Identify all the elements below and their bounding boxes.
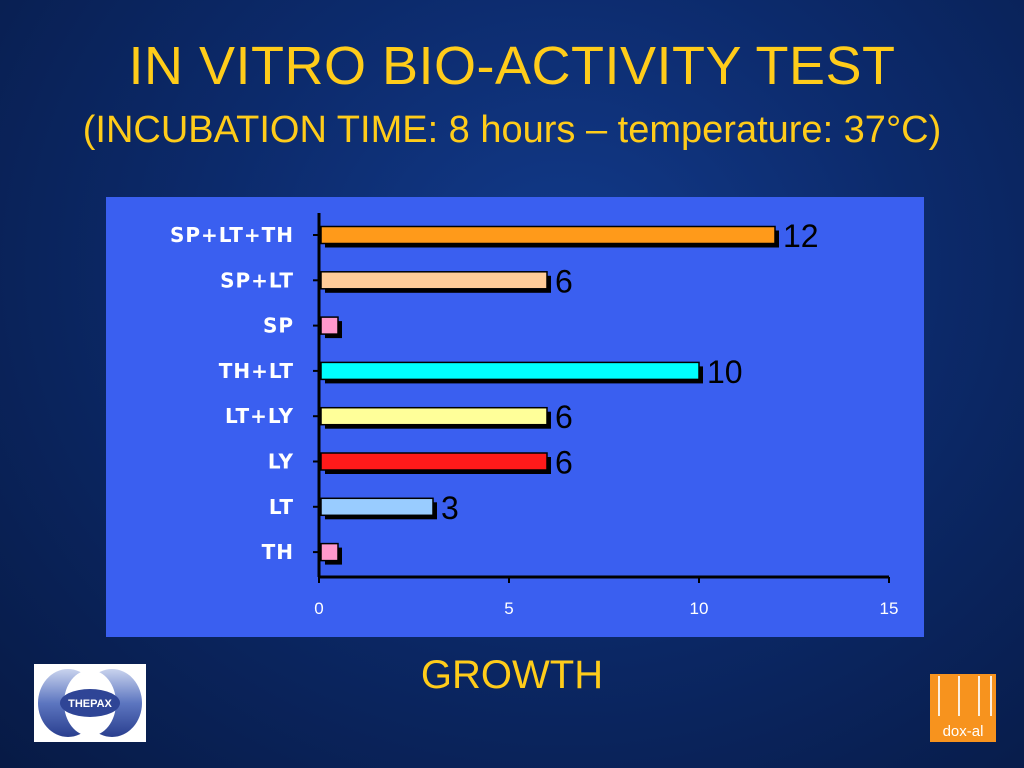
data-label: 3 — [441, 490, 459, 526]
data-label: 6 — [555, 445, 573, 481]
x-tick-label: 0 — [314, 599, 323, 618]
thepax-logo: THEPAX — [34, 664, 146, 742]
category-label: TH — [262, 540, 294, 564]
category-label: LT+LY — [225, 404, 294, 428]
x-axis-title: GROWTH — [420, 653, 604, 697]
x-tick-label: 5 — [504, 599, 513, 618]
bar-lt — [320, 497, 434, 517]
data-label: 12 — [783, 218, 819, 254]
category-label: LY — [268, 450, 294, 474]
dox-al-logo: dox-al — [930, 674, 996, 742]
x-tick-label: 10 — [690, 599, 709, 618]
bar-th-lt — [320, 361, 700, 381]
bar-lt-ly — [320, 406, 548, 426]
dox-al-logo-text: dox-al — [942, 723, 984, 740]
x-tick-label: 15 — [880, 599, 899, 618]
slide-title: IN VITRO BIO-ACTIVITY TEST — [128, 36, 896, 96]
category-label: SP — [263, 314, 294, 338]
bar-th — [320, 542, 339, 562]
slide-subtitle: (INCUBATION TIME: 8 hours – temperature:… — [82, 109, 942, 151]
category-label: SP+LT — [220, 268, 294, 292]
bar-sp-lt — [320, 271, 548, 290]
data-label: 6 — [555, 399, 573, 435]
category-label: SP+LT+TH — [170, 223, 294, 247]
thepax-logo-text: THEPAX — [68, 698, 112, 710]
bar-sp — [320, 316, 339, 335]
bar-ly — [320, 452, 548, 471]
category-label: TH+LT — [219, 359, 294, 383]
data-label: 6 — [555, 263, 573, 299]
data-label: 10 — [707, 354, 743, 390]
bar-sp-lt-th — [320, 225, 776, 245]
category-label: LT — [269, 495, 294, 519]
